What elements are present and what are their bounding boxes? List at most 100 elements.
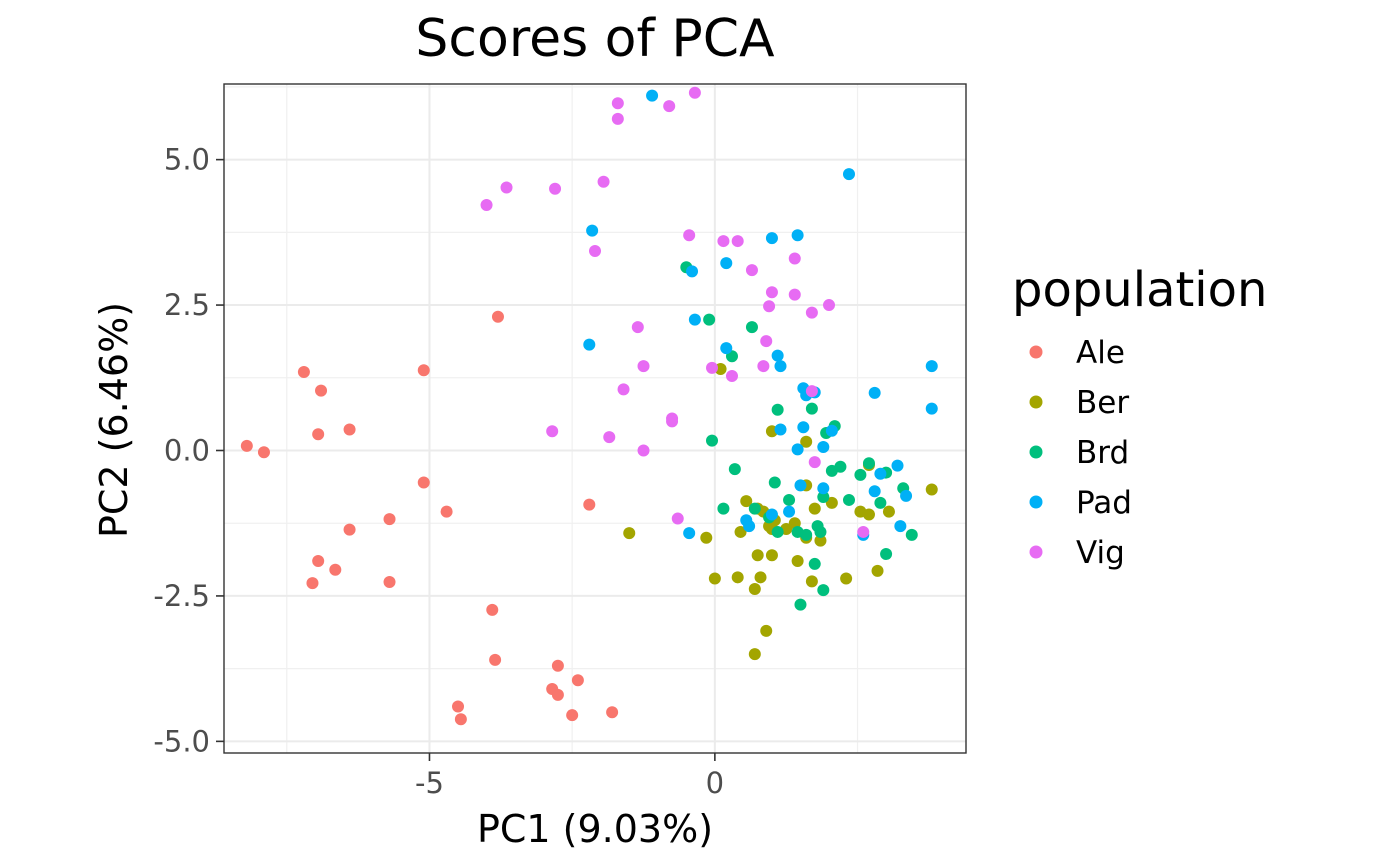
legend: population Ale Ber Brd Pad Vig — [1012, 262, 1267, 571]
data-point-vig — [745, 264, 758, 277]
data-point-ale — [315, 384, 328, 397]
data-point-vig — [549, 182, 562, 195]
data-point-pad — [774, 360, 787, 373]
legend-label-vig: Vig — [1076, 535, 1125, 571]
data-point-ber — [791, 555, 804, 568]
y-tick-label: 5.0 — [164, 143, 210, 177]
legend-items: Ale Ber Brd Pad Vig — [1029, 335, 1132, 571]
data-point-ale — [329, 563, 342, 576]
data-point-pad — [783, 505, 796, 518]
data-point-vig — [805, 306, 818, 319]
data-point-pad — [868, 485, 881, 498]
data-point-pad — [825, 424, 838, 437]
data-point-pad — [925, 402, 938, 415]
data-point-ale — [383, 513, 396, 526]
data-point-brd — [814, 525, 827, 538]
data-point-vig — [760, 335, 773, 348]
y-axis-title: PC2 (6.46%) — [92, 302, 136, 538]
plot-border — [223, 83, 967, 754]
data-point-pad — [797, 421, 810, 434]
data-point-vig — [808, 456, 821, 469]
data-point-pad — [765, 508, 778, 521]
data-point-ale — [566, 709, 579, 722]
data-point-ale — [489, 653, 502, 666]
data-point-brd — [880, 548, 893, 561]
x-axis: -5 0 — [415, 753, 724, 800]
y-axis: -5.0 -2.5 0.0 2.5 5.0 — [153, 143, 224, 758]
data-point-pad — [894, 520, 907, 533]
data-point-ale — [312, 428, 325, 441]
data-point-vig — [500, 181, 513, 194]
legend-key-vig — [1029, 545, 1043, 559]
data-point-vig — [765, 286, 778, 299]
data-point-vig — [688, 86, 701, 99]
data-point-brd — [800, 528, 813, 541]
data-point-brd — [717, 502, 730, 515]
data-point-pad — [720, 257, 733, 270]
data-point-ale — [551, 688, 564, 701]
data-point-ber — [862, 508, 875, 521]
data-point-pad — [686, 265, 699, 278]
data-point-brd — [874, 496, 887, 509]
data-point-vig — [603, 431, 616, 444]
data-point-ale — [312, 555, 325, 568]
data-point-vig — [480, 199, 493, 212]
data-point-ber — [925, 483, 938, 496]
data-point-vig — [857, 525, 870, 538]
plot-background — [224, 84, 966, 753]
data-point-ale — [440, 505, 453, 518]
grid-major-lines — [224, 84, 966, 753]
data-point-ale — [551, 659, 564, 672]
data-point-ber — [814, 534, 827, 547]
data-point-pad — [891, 459, 904, 472]
data-point-ber — [700, 531, 713, 544]
data-point-ber — [740, 495, 753, 508]
chart-title: Scores of PCA — [415, 9, 775, 69]
data-point-vig — [725, 370, 738, 383]
data-point-ale — [297, 365, 310, 378]
data-point-ale — [491, 310, 504, 323]
data-point-brd — [854, 468, 867, 481]
data-point-pad — [794, 479, 807, 492]
data-point-brd — [805, 402, 818, 415]
data-point-vig — [757, 360, 770, 373]
data-point-brd — [808, 557, 821, 570]
data-point-vig — [666, 415, 679, 428]
data-point-pad — [688, 313, 701, 326]
data-point-ale — [486, 603, 499, 616]
plot-area — [223, 83, 967, 754]
data-point-vig — [805, 385, 818, 398]
data-point-ber — [805, 575, 818, 588]
data-point-pad — [791, 443, 804, 456]
data-point-vig — [617, 383, 630, 396]
y-tick-label: -5.0 — [153, 724, 210, 758]
legend-title: population — [1012, 262, 1267, 318]
data-point-vig — [763, 300, 776, 313]
data-point-vig — [683, 229, 696, 242]
data-point-ale — [343, 423, 356, 436]
data-point-vig — [823, 299, 836, 312]
data-point-pad — [874, 467, 887, 480]
data-point-ale — [571, 674, 584, 687]
data-point-pad — [683, 527, 696, 540]
data-point-brd — [728, 463, 741, 476]
data-point-vig — [788, 288, 801, 301]
data-point-pad — [743, 520, 756, 533]
data-point-brd — [783, 493, 796, 506]
data-point-ale — [343, 523, 356, 536]
data-point-ber — [708, 572, 721, 585]
data-point-ber — [748, 582, 761, 595]
y-tick-label: -2.5 — [153, 579, 210, 613]
data-point-ber — [623, 527, 636, 540]
data-point-pad — [586, 224, 599, 237]
data-point-pad — [774, 423, 787, 436]
legend-key-pad — [1029, 495, 1043, 509]
data-point-ale — [417, 364, 430, 377]
data-point-brd — [703, 313, 716, 326]
data-points — [240, 86, 938, 726]
legend-key-ale — [1029, 345, 1043, 359]
data-point-pad — [868, 386, 881, 399]
data-point-ber — [751, 549, 764, 562]
data-point-ale — [306, 577, 319, 590]
data-point-ber — [765, 549, 778, 562]
